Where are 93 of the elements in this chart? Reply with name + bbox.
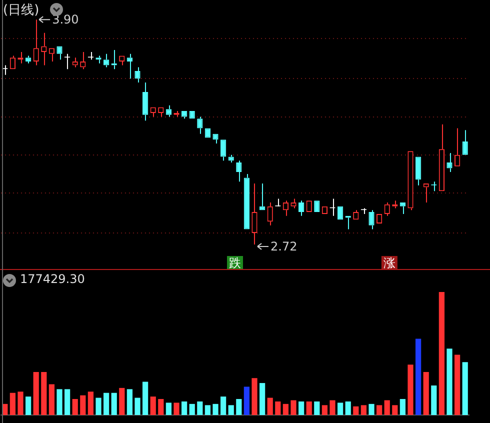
bar	[384, 400, 390, 415]
candlestick	[423, 183, 429, 204]
bar	[244, 386, 250, 415]
bar	[400, 399, 406, 415]
bar	[259, 383, 266, 415]
bar	[446, 348, 452, 415]
bar	[119, 388, 125, 415]
bar	[462, 362, 468, 415]
bar	[88, 392, 94, 415]
candlestick	[384, 202, 390, 216]
bar	[197, 401, 203, 415]
bar	[330, 400, 336, 415]
candlestick	[33, 19, 39, 66]
bar	[438, 292, 445, 415]
candlestick	[244, 173, 250, 230]
candlestick	[103, 53, 110, 68]
chart-title: 177429.30	[20, 272, 85, 286]
annotation: 3.90	[52, 12, 79, 27]
bar	[298, 401, 304, 415]
candlestick	[454, 128, 460, 166]
bar	[282, 404, 289, 415]
text: 跌	[229, 256, 241, 270]
bar	[368, 404, 374, 415]
bar	[166, 402, 172, 415]
bar	[392, 405, 398, 415]
bar	[181, 401, 188, 415]
bar	[64, 389, 70, 415]
bar	[174, 402, 180, 415]
bar	[306, 401, 312, 415]
candlestick	[197, 116, 203, 134]
bar	[252, 378, 258, 415]
bar	[111, 392, 117, 415]
bar	[322, 405, 328, 415]
candlestick	[400, 202, 406, 214]
bar	[415, 338, 422, 415]
bar	[56, 389, 62, 415]
bar	[454, 354, 460, 415]
bar	[236, 399, 242, 415]
bar	[204, 405, 211, 415]
bar	[275, 401, 281, 415]
candlestick	[408, 151, 414, 211]
bar	[41, 372, 47, 415]
candlestick	[166, 104, 172, 118]
bar	[423, 372, 429, 415]
candlestick	[212, 134, 218, 144]
candlestick	[446, 152, 452, 173]
bar	[33, 372, 39, 415]
candlestick	[220, 140, 226, 162]
bar	[96, 398, 102, 415]
candlestick	[126, 53, 133, 80]
bar	[360, 405, 367, 415]
candlestick	[267, 202, 273, 226]
candlestick	[415, 156, 422, 186]
bar	[72, 399, 78, 415]
bar	[212, 404, 218, 415]
candlestick	[462, 130, 468, 155]
annotation: 2.72	[270, 240, 298, 254]
candlestick	[368, 210, 374, 230]
candlestick	[134, 66, 140, 83]
text: 涨	[383, 256, 396, 270]
bar	[345, 401, 351, 415]
bar	[134, 398, 140, 415]
candlestick	[252, 182, 258, 245]
bar	[353, 406, 359, 415]
bar	[10, 392, 16, 415]
candlestick	[56, 46, 62, 60]
bar	[25, 396, 32, 415]
bar	[376, 405, 382, 415]
bar	[126, 389, 133, 415]
bar	[408, 364, 414, 415]
candlestick	[25, 55, 32, 64]
bar	[267, 398, 273, 415]
bar	[150, 396, 156, 415]
bar	[48, 384, 55, 415]
bar	[220, 396, 226, 415]
bar	[431, 385, 437, 415]
bar	[189, 404, 195, 415]
candlestick	[72, 57, 78, 68]
candlestick	[290, 198, 296, 209]
bar	[337, 402, 344, 415]
bar	[18, 392, 24, 415]
candlestick	[236, 160, 242, 182]
bar	[314, 401, 320, 415]
bar	[228, 405, 234, 415]
candlestick	[298, 200, 304, 216]
bar	[80, 395, 86, 415]
chart-title: (日线)	[3, 2, 40, 19]
bar	[142, 382, 148, 415]
candlestick	[438, 124, 445, 192]
candlestick	[142, 82, 148, 122]
bar	[290, 400, 296, 415]
bar	[158, 399, 164, 415]
bar	[103, 392, 110, 415]
